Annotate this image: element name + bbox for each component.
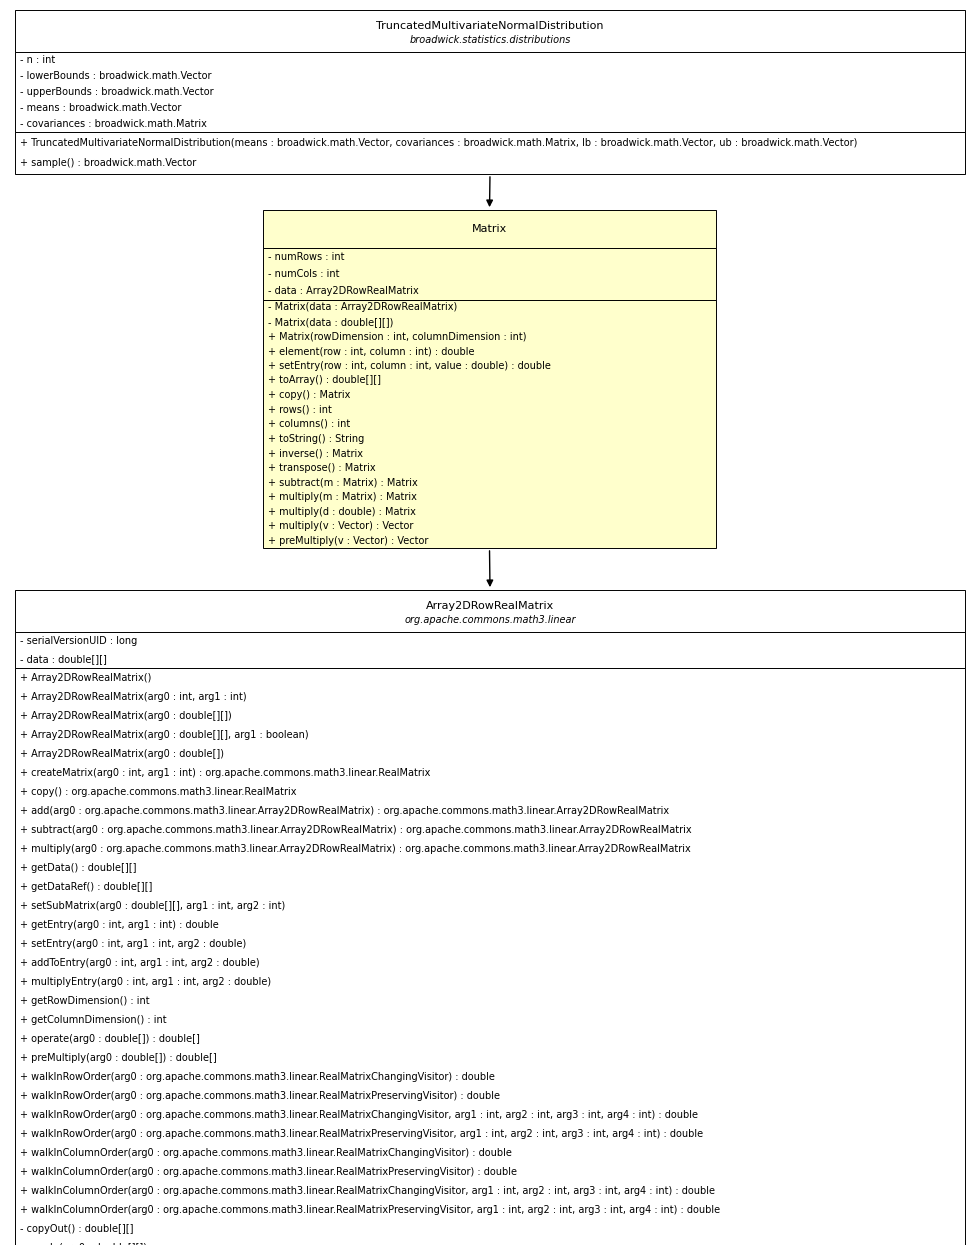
Text: - upperBounds : broadwick.math.Vector: - upperBounds : broadwick.math.Vector: [20, 87, 213, 97]
Text: - numCols : int: - numCols : int: [268, 269, 339, 279]
Bar: [15, 132, 964, 174]
Text: - covariances : broadwick.math.Matrix: - covariances : broadwick.math.Matrix: [20, 120, 206, 129]
Bar: [15, 10, 964, 52]
Text: broadwick.statistics.distributions: broadwick.statistics.distributions: [409, 35, 570, 45]
Text: + multiply(arg0 : org.apache.commons.math3.linear.Array2DRowRealMatrix) : org.ap: + multiply(arg0 : org.apache.commons.mat…: [20, 844, 690, 854]
Text: + sample() : broadwick.math.Vector: + sample() : broadwick.math.Vector: [20, 158, 196, 168]
Text: + walkInRowOrder(arg0 : org.apache.commons.math3.linear.RealMatrixChangingVisito: + walkInRowOrder(arg0 : org.apache.commo…: [20, 1072, 494, 1082]
Text: - n : int: - n : int: [20, 55, 55, 65]
Text: org.apache.commons.math3.linear: org.apache.commons.math3.linear: [404, 615, 575, 625]
Text: + copy() : Matrix: + copy() : Matrix: [268, 390, 350, 400]
Text: + multiply(v : Vector) : Vector: + multiply(v : Vector) : Vector: [268, 522, 413, 532]
Text: + addToEntry(arg0 : int, arg1 : int, arg2 : double): + addToEntry(arg0 : int, arg1 : int, arg…: [20, 957, 259, 969]
Text: + TruncatedMultivariateNormalDistribution(means : broadwick.math.Vector, covaria: + TruncatedMultivariateNormalDistributio…: [20, 137, 857, 147]
Text: + add(arg0 : org.apache.commons.math3.linear.Array2DRowRealMatrix) : org.apache.: + add(arg0 : org.apache.commons.math3.li…: [20, 806, 668, 815]
Bar: [263, 300, 715, 548]
Text: + setEntry(arg0 : int, arg1 : int, arg2 : double): + setEntry(arg0 : int, arg1 : int, arg2 …: [20, 939, 246, 949]
Text: Array2DRowRealMatrix: Array2DRowRealMatrix: [425, 601, 554, 611]
Text: + element(row : int, column : int) : double: + element(row : int, column : int) : dou…: [268, 346, 474, 356]
Text: + multiply(m : Matrix) : Matrix: + multiply(m : Matrix) : Matrix: [268, 492, 417, 502]
Text: - copyIn(arg0 : double[][]): - copyIn(arg0 : double[][]): [20, 1244, 147, 1245]
Text: - data : double[][]: - data : double[][]: [20, 654, 107, 664]
Text: + operate(arg0 : double[]) : double[]: + operate(arg0 : double[]) : double[]: [20, 1035, 200, 1045]
Text: + walkInRowOrder(arg0 : org.apache.commons.math3.linear.RealMatrixChangingVisito: + walkInRowOrder(arg0 : org.apache.commo…: [20, 1111, 697, 1120]
Bar: [263, 210, 715, 248]
Text: - data : Array2DRowRealMatrix: - data : Array2DRowRealMatrix: [268, 286, 419, 296]
Text: + copy() : org.apache.commons.math3.linear.RealMatrix: + copy() : org.apache.commons.math3.line…: [20, 787, 296, 797]
Bar: [263, 248, 715, 300]
Text: + createMatrix(arg0 : int, arg1 : int) : org.apache.commons.math3.linear.RealMat: + createMatrix(arg0 : int, arg1 : int) :…: [20, 768, 430, 778]
Text: + subtract(m : Matrix) : Matrix: + subtract(m : Matrix) : Matrix: [268, 477, 418, 487]
Text: + toString() : String: + toString() : String: [268, 433, 364, 443]
Text: - serialVersionUID : long: - serialVersionUID : long: [20, 636, 137, 646]
Text: + multiplyEntry(arg0 : int, arg1 : int, arg2 : double): + multiplyEntry(arg0 : int, arg1 : int, …: [20, 977, 271, 987]
Text: Matrix: Matrix: [471, 224, 507, 234]
Text: + walkInColumnOrder(arg0 : org.apache.commons.math3.linear.RealMatrixChangingVis: + walkInColumnOrder(arg0 : org.apache.co…: [20, 1186, 714, 1196]
Text: + getDataRef() : double[][]: + getDataRef() : double[][]: [20, 881, 153, 891]
Text: - Matrix(data : Array2DRowRealMatrix): - Matrix(data : Array2DRowRealMatrix): [268, 303, 457, 312]
Text: + Array2DRowRealMatrix(): + Array2DRowRealMatrix(): [20, 672, 152, 682]
Text: + getEntry(arg0 : int, arg1 : int) : double: + getEntry(arg0 : int, arg1 : int) : dou…: [20, 920, 218, 930]
Text: + getRowDimension() : int: + getRowDimension() : int: [20, 996, 150, 1006]
Text: + rows() : int: + rows() : int: [268, 405, 332, 415]
Bar: [15, 52, 964, 132]
Text: + Array2DRowRealMatrix(arg0 : int, arg1 : int): + Array2DRowRealMatrix(arg0 : int, arg1 …: [20, 691, 246, 701]
Text: + walkInColumnOrder(arg0 : org.apache.commons.math3.linear.RealMatrixPreservingV: + walkInColumnOrder(arg0 : org.apache.co…: [20, 1205, 720, 1215]
Text: + walkInColumnOrder(arg0 : org.apache.commons.math3.linear.RealMatrixChangingVis: + walkInColumnOrder(arg0 : org.apache.co…: [20, 1148, 511, 1158]
Text: + Array2DRowRealMatrix(arg0 : double[][]): + Array2DRowRealMatrix(arg0 : double[][]…: [20, 711, 232, 721]
Bar: [15, 632, 964, 669]
Bar: [15, 669, 964, 1245]
Text: - lowerBounds : broadwick.math.Vector: - lowerBounds : broadwick.math.Vector: [20, 71, 211, 81]
Text: - copyOut() : double[][]: - copyOut() : double[][]: [20, 1224, 133, 1235]
Text: + setSubMatrix(arg0 : double[][], arg1 : int, arg2 : int): + setSubMatrix(arg0 : double[][], arg1 :…: [20, 901, 285, 911]
Text: - Matrix(data : double[][]): - Matrix(data : double[][]): [268, 317, 393, 327]
Text: + multiply(d : double) : Matrix: + multiply(d : double) : Matrix: [268, 507, 416, 517]
Text: + toArray() : double[][]: + toArray() : double[][]: [268, 375, 380, 385]
Text: + getData() : double[][]: + getData() : double[][]: [20, 863, 136, 873]
Text: + Array2DRowRealMatrix(arg0 : double[][], arg1 : boolean): + Array2DRowRealMatrix(arg0 : double[][]…: [20, 730, 308, 740]
Text: TruncatedMultivariateNormalDistribution: TruncatedMultivariateNormalDistribution: [376, 21, 603, 31]
Text: + subtract(arg0 : org.apache.commons.math3.linear.Array2DRowRealMatrix) : org.ap: + subtract(arg0 : org.apache.commons.mat…: [20, 824, 690, 835]
Text: + transpose() : Matrix: + transpose() : Matrix: [268, 463, 376, 473]
Text: + walkInRowOrder(arg0 : org.apache.commons.math3.linear.RealMatrixPreservingVisi: + walkInRowOrder(arg0 : org.apache.commo…: [20, 1091, 500, 1102]
Text: - numRows : int: - numRows : int: [268, 251, 344, 261]
Bar: [15, 590, 964, 632]
Text: + walkInRowOrder(arg0 : org.apache.commons.math3.linear.RealMatrixPreservingVisi: + walkInRowOrder(arg0 : org.apache.commo…: [20, 1129, 702, 1139]
Text: + columns() : int: + columns() : int: [268, 420, 350, 430]
Text: + walkInColumnOrder(arg0 : org.apache.commons.math3.linear.RealMatrixPreservingV: + walkInColumnOrder(arg0 : org.apache.co…: [20, 1168, 516, 1178]
Text: + inverse() : Matrix: + inverse() : Matrix: [268, 448, 363, 458]
Text: + Array2DRowRealMatrix(arg0 : double[]): + Array2DRowRealMatrix(arg0 : double[]): [20, 748, 224, 758]
Text: + setEntry(row : int, column : int, value : double) : double: + setEntry(row : int, column : int, valu…: [268, 361, 551, 371]
Text: - means : broadwick.math.Vector: - means : broadwick.math.Vector: [20, 103, 181, 113]
Text: + Matrix(rowDimension : int, columnDimension : int): + Matrix(rowDimension : int, columnDimen…: [268, 331, 526, 341]
Text: + preMultiply(v : Vector) : Vector: + preMultiply(v : Vector) : Vector: [268, 535, 428, 545]
Text: + preMultiply(arg0 : double[]) : double[]: + preMultiply(arg0 : double[]) : double[…: [20, 1053, 216, 1063]
Text: + getColumnDimension() : int: + getColumnDimension() : int: [20, 1015, 166, 1025]
